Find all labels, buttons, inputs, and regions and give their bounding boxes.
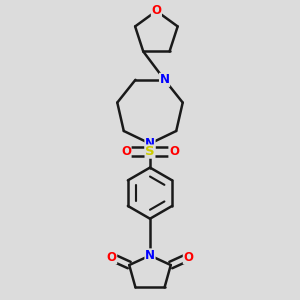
- Text: N: N: [160, 73, 170, 86]
- Text: O: O: [106, 250, 117, 264]
- Text: O: O: [152, 4, 161, 17]
- Text: N: N: [145, 249, 155, 262]
- Text: S: S: [145, 145, 155, 158]
- Text: O: O: [121, 145, 131, 158]
- Text: O: O: [183, 250, 194, 264]
- Text: O: O: [169, 145, 179, 158]
- Text: N: N: [145, 137, 155, 150]
